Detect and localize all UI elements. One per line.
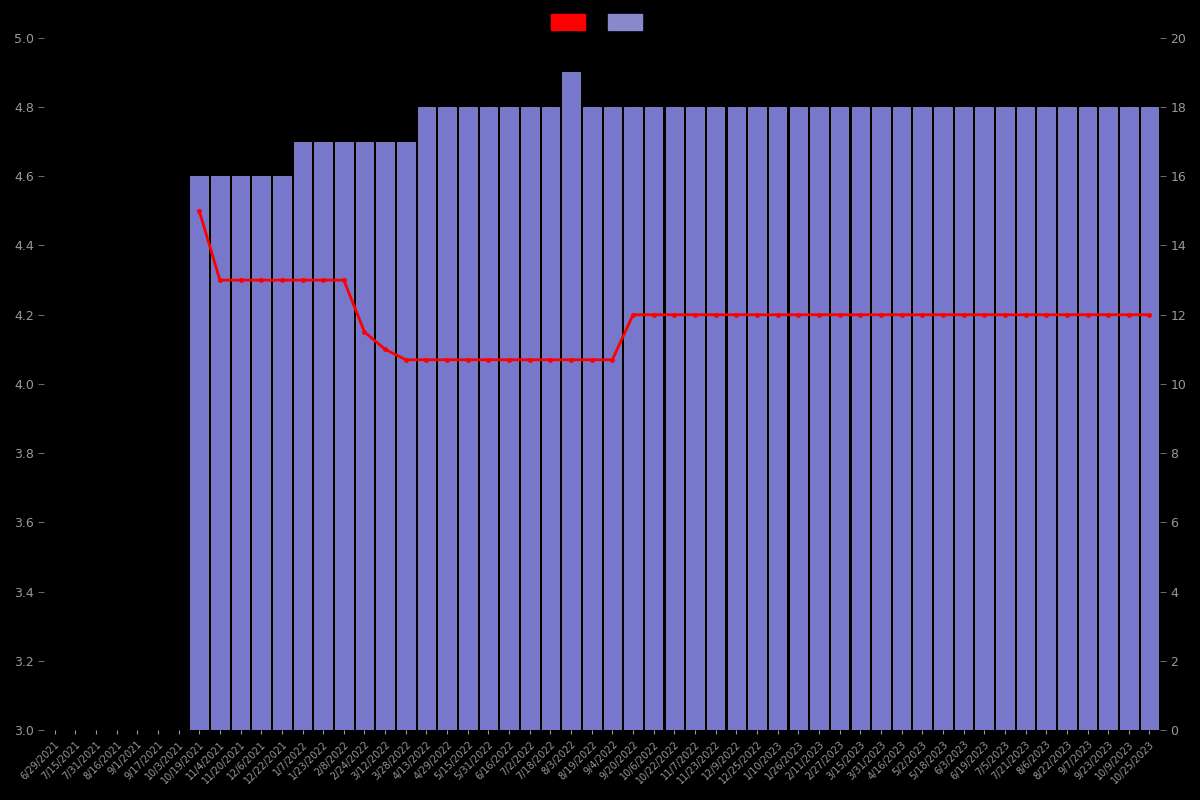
Bar (624, 107, 642, 730)
Bar (852, 107, 869, 730)
Bar (1120, 107, 1138, 730)
Bar (604, 107, 622, 730)
Bar (335, 142, 353, 730)
Bar (913, 107, 931, 730)
Bar (955, 107, 972, 730)
Bar (893, 107, 911, 730)
Bar (232, 176, 250, 730)
Bar (480, 107, 497, 730)
Bar (996, 107, 1014, 730)
Bar (583, 107, 600, 730)
Bar (1141, 107, 1158, 730)
Bar (274, 176, 290, 730)
Legend: , : , (546, 10, 658, 34)
Bar (460, 107, 476, 730)
Bar (1099, 107, 1117, 730)
Bar (976, 107, 994, 730)
Bar (707, 107, 725, 730)
Bar (314, 142, 332, 730)
Bar (810, 107, 828, 730)
Bar (418, 107, 436, 730)
Bar (790, 107, 808, 730)
Bar (438, 107, 456, 730)
Bar (666, 107, 683, 730)
Bar (830, 107, 848, 730)
Bar (727, 107, 745, 730)
Bar (397, 142, 414, 730)
Bar (294, 142, 311, 730)
Bar (252, 176, 270, 730)
Bar (521, 107, 539, 730)
Bar (191, 176, 208, 730)
Bar (1038, 107, 1055, 730)
Bar (377, 142, 394, 730)
Bar (211, 176, 229, 730)
Bar (541, 107, 559, 730)
Bar (644, 107, 662, 730)
Bar (1079, 107, 1097, 730)
Bar (355, 142, 373, 730)
Bar (500, 107, 518, 730)
Bar (872, 107, 889, 730)
Bar (1016, 107, 1034, 730)
Bar (769, 107, 786, 730)
Bar (686, 107, 704, 730)
Bar (749, 107, 766, 730)
Bar (934, 107, 952, 730)
Bar (563, 72, 580, 730)
Bar (1058, 107, 1075, 730)
